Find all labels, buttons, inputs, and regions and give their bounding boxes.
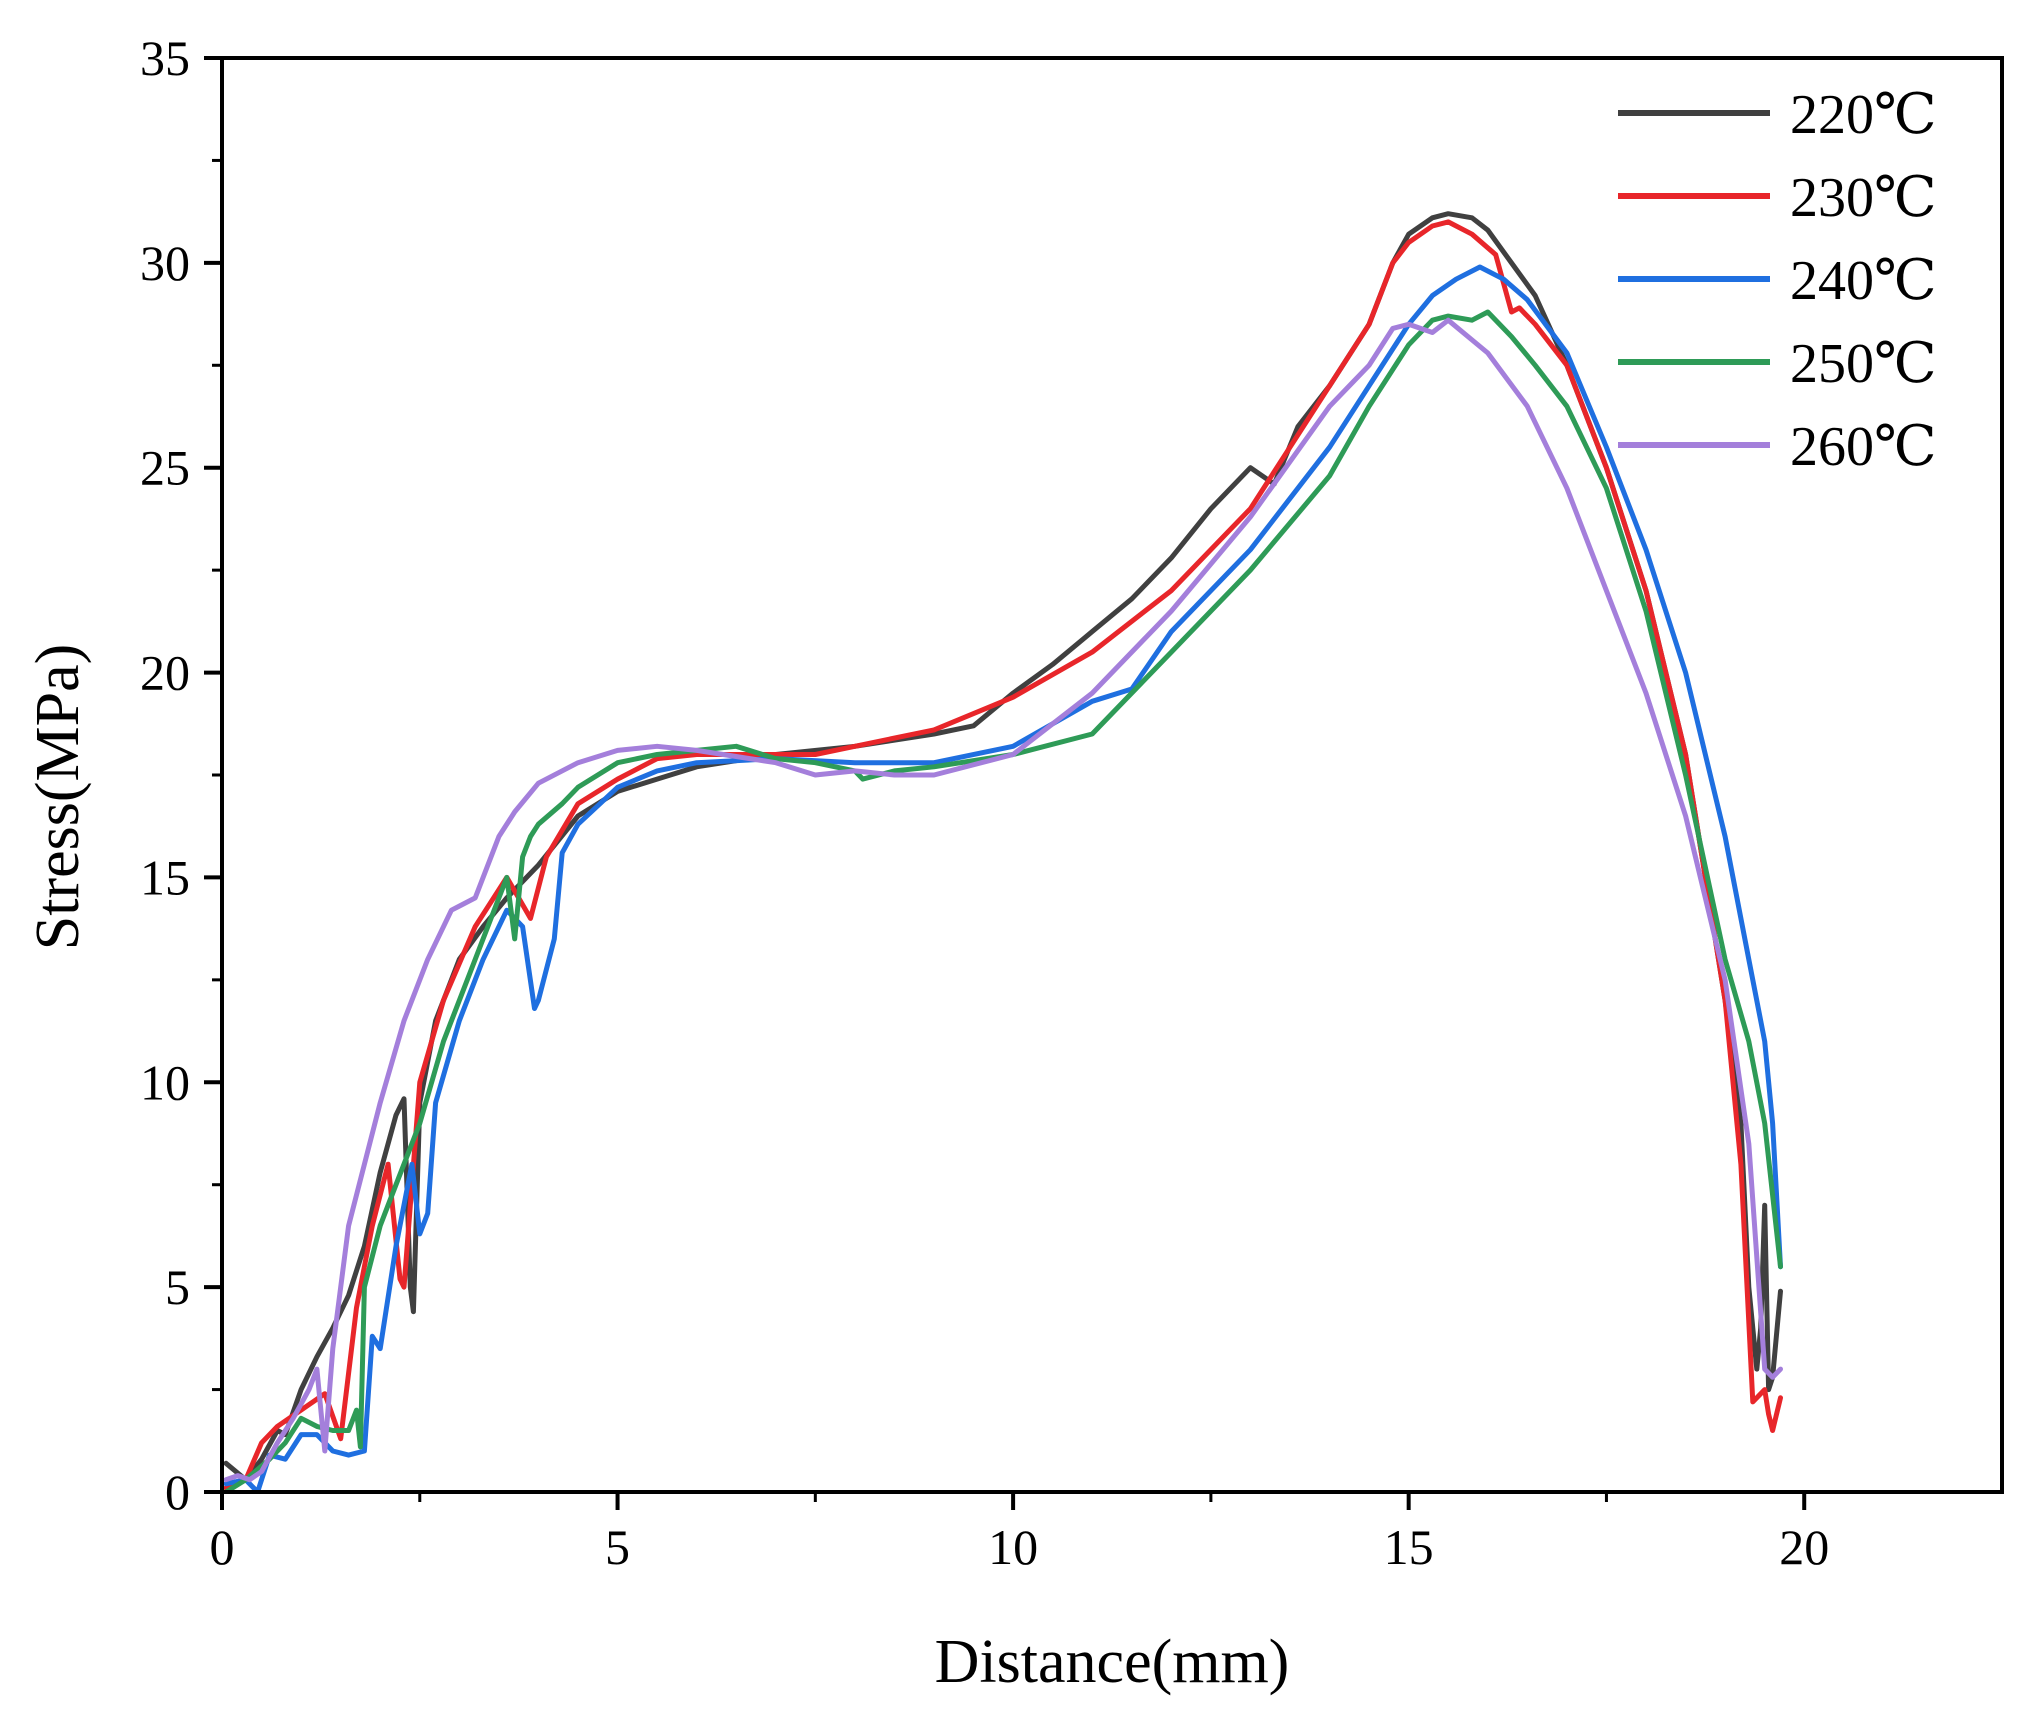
- x-axis-title: Distance(mm): [935, 1628, 1290, 1696]
- y-tick-label: 0: [165, 1464, 190, 1520]
- series-line-1: [223, 211, 1783, 1483]
- x-tick-label: 5: [605, 1519, 630, 1575]
- x-tick-label: 10: [988, 1519, 1038, 1575]
- y-axis-title: Stress(MPa): [24, 644, 92, 951]
- legend-label-5: 260℃: [1790, 416, 1937, 478]
- y-tick-label: 20: [140, 645, 190, 701]
- y-tick-label: 5: [165, 1259, 190, 1315]
- legend-label-4: 250℃: [1790, 333, 1937, 395]
- legend: 220℃ 230℃ 240℃ 250℃ 260℃: [1618, 84, 1937, 478]
- x-tick-label: 20: [1779, 1519, 1829, 1575]
- y-tick-label: 30: [140, 235, 190, 291]
- x-tick-label: 15: [1384, 1519, 1434, 1575]
- y-tick-label: 35: [140, 30, 190, 86]
- series-line-5: [223, 317, 1783, 1483]
- x-axis-ticks: 0 5 10 15 20: [210, 1492, 1829, 1575]
- x-tick-label: 0: [210, 1519, 235, 1575]
- series-layer: [223, 211, 1783, 1492]
- series-line-2: [223, 219, 1783, 1491]
- plot-frame: [220, 56, 2004, 1494]
- y-tick-label: 10: [140, 1054, 190, 1110]
- legend-label-2: 230℃: [1790, 167, 1937, 229]
- y-axis-ticks: 0 5 10 15 20 25 30 35: [140, 30, 222, 1520]
- series-line-3: [223, 264, 1783, 1492]
- series-line-4: [223, 309, 1783, 1492]
- legend-label-1: 220℃: [1790, 84, 1937, 146]
- legend-label-3: 240℃: [1790, 250, 1937, 312]
- y-tick-label: 15: [140, 849, 190, 905]
- y-tick-label: 25: [140, 440, 190, 496]
